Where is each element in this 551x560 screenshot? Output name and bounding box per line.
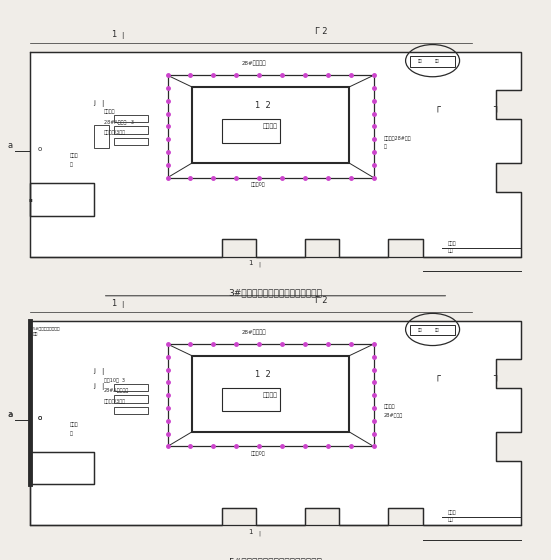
Text: 1: 1 [249, 260, 253, 267]
Text: 2B#槽相距: 2B#槽相距 [383, 413, 403, 418]
Bar [410, 325, 455, 335]
Text: 1  2: 1 2 [255, 370, 271, 379]
Text: 28#A槽钢排距: 28#A槽钢排距 [104, 388, 129, 393]
Bar [114, 395, 148, 403]
Text: 护坡顶: 护坡顶 [447, 241, 456, 246]
Text: j: j [93, 368, 95, 374]
Text: 1  2: 1 2 [255, 101, 271, 110]
Text: 放坡边: 放坡边 [69, 153, 78, 158]
Text: ┌: ┌ [435, 372, 440, 382]
Text: 承重垫板/3方桩: 承重垫板/3方桩 [104, 399, 126, 404]
Text: o: o [38, 415, 42, 421]
Text: 回路: 回路 [435, 328, 440, 332]
Text: o: o [38, 146, 42, 152]
Text: |: | [258, 530, 260, 536]
Text: 5#楼西面围墙处地壤: 5#楼西面围墙处地壤 [33, 326, 60, 330]
Text: |: | [121, 32, 123, 39]
Bar [114, 115, 148, 122]
Text: 配电: 配电 [418, 328, 423, 332]
Text: |: | [101, 368, 104, 375]
Bar [168, 344, 374, 446]
Text: ┐: ┐ [494, 103, 499, 113]
Text: 电梯基坑: 电梯基坑 [263, 124, 278, 129]
Text: |: | [121, 301, 123, 308]
Bar [114, 384, 148, 391]
Text: 3#楼基坑开挖放坡及槽钢围护平面图: 3#楼基坑开挖放坡及槽钢围护平面图 [229, 289, 322, 298]
Text: 柔体底坑28#槽钢: 柔体底坑28#槽钢 [383, 136, 411, 141]
Text: 28#A槽钢排   3: 28#A槽钢排 3 [104, 119, 134, 124]
Text: 放坡边: 放坡边 [69, 422, 78, 427]
Text: 基坑上板: 基坑上板 [104, 109, 115, 114]
Text: ┌: ┌ [435, 103, 440, 113]
Text: |: | [101, 100, 104, 106]
Text: 1: 1 [111, 30, 116, 39]
Text: Γ 2: Γ 2 [315, 296, 327, 305]
Bar [192, 356, 349, 432]
Text: 坡线: 坡线 [447, 517, 453, 522]
Text: ▪: ▪ [28, 197, 32, 202]
Text: 柱: 柱 [383, 144, 386, 150]
Text: 回路: 回路 [435, 59, 440, 63]
Text: 基坑下0板: 基坑下0板 [251, 451, 266, 456]
Text: 1: 1 [249, 529, 253, 535]
Text: 28#槽钢图三: 28#槽钢图三 [242, 60, 267, 66]
Text: 电梯基坑: 电梯基坑 [383, 404, 395, 409]
Text: o: o [8, 412, 13, 418]
Bar [114, 127, 148, 134]
Text: |: | [258, 262, 260, 267]
Text: 坡: 坡 [69, 431, 72, 436]
Text: Γ 2: Γ 2 [315, 27, 327, 36]
Bar [94, 125, 109, 148]
Text: |: | [101, 383, 104, 390]
Text: 护坡顶: 护坡顶 [447, 510, 456, 515]
Polygon shape [30, 321, 521, 525]
Text: 配电: 配电 [418, 59, 423, 63]
Text: 28#槽钢围栏: 28#槽钢围栏 [242, 329, 267, 335]
Text: j: j [93, 383, 95, 389]
Bar [222, 119, 280, 143]
Text: 测孔10孔  3: 测孔10孔 3 [104, 378, 125, 383]
Text: j: j [93, 100, 95, 105]
Text: 承重垫板/3方桩: 承重垫板/3方桩 [104, 130, 126, 135]
Text: ┐: ┐ [494, 372, 499, 382]
Text: 基坑下0板: 基坑下0板 [251, 183, 266, 188]
Text: 1: 1 [111, 299, 116, 308]
Bar [410, 57, 455, 67]
Text: 坡: 坡 [69, 162, 72, 167]
Text: o: o [38, 415, 42, 421]
Text: 5#楼基坑开挖放坡及槽钢围护平面图: 5#楼基坑开挖放坡及槽钢围护平面图 [229, 558, 322, 560]
Text: 宏帅基坑: 宏帅基坑 [263, 393, 278, 398]
Bar [222, 388, 280, 412]
Bar [114, 407, 148, 414]
Bar [114, 138, 148, 146]
Text: a: a [8, 142, 13, 151]
Text: 坡线: 坡线 [447, 248, 453, 253]
Bar [192, 87, 349, 163]
Polygon shape [30, 52, 521, 256]
Text: 锚定: 锚定 [33, 332, 38, 337]
Text: a: a [8, 410, 13, 419]
Bar [168, 75, 374, 178]
